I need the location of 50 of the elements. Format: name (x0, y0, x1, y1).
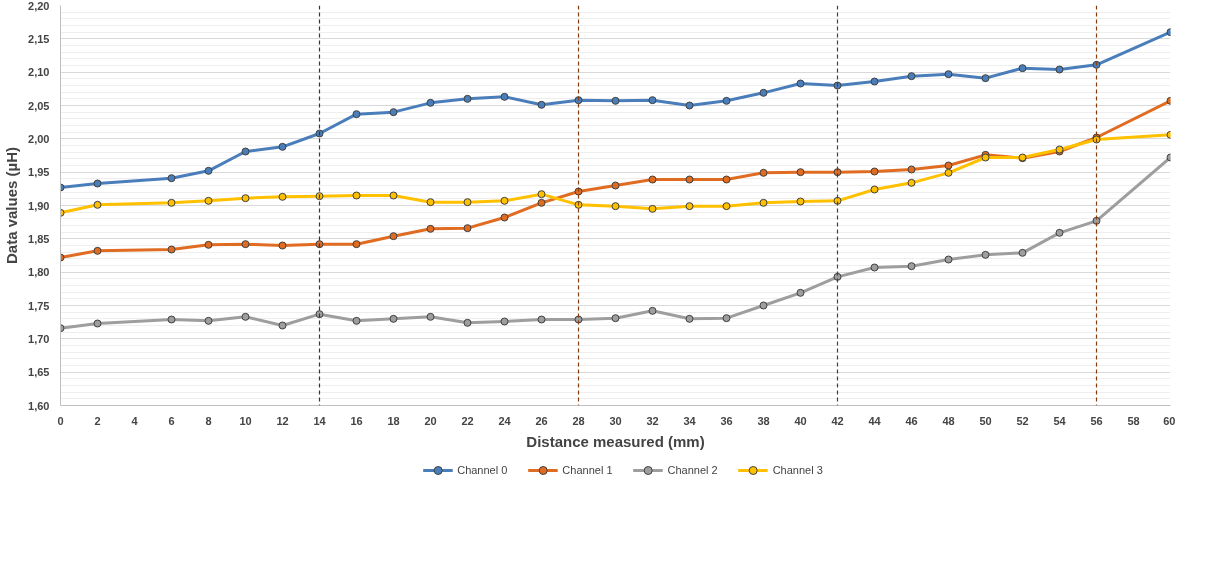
x-tick-label: 36 (720, 414, 733, 427)
y-tick-label: 1,80 (28, 266, 50, 279)
y-tick-label: 2,20 (28, 0, 50, 12)
x-tick-label: 38 (757, 414, 770, 427)
x-tick-label: 6 (168, 414, 175, 427)
y-axis-title: Data values (µH) (3, 146, 21, 265)
legend-label: Channel 3 (772, 464, 823, 476)
y-tick-label: 1,90 (28, 199, 50, 212)
x-tick-label: 16 (350, 414, 363, 427)
x-tick-label: 12 (276, 414, 289, 427)
x-tick-label: 46 (905, 414, 918, 427)
y-tick-label: 2,10 (28, 66, 50, 79)
x-tick-label: 56 (1090, 414, 1103, 427)
x-tick-label: 32 (646, 414, 659, 427)
y-tick-label: 2,00 (28, 132, 50, 145)
x-tick-label: 52 (1016, 414, 1029, 427)
x-tick-label: 24 (498, 414, 512, 427)
x-tick-label: 18 (387, 414, 400, 427)
x-tick-label: 40 (794, 414, 807, 427)
x-tick-label: 10 (239, 414, 252, 427)
x-tick-label: 54 (1053, 414, 1067, 427)
x-tick-label: 2 (94, 414, 101, 427)
x-tick-label: 14 (313, 414, 327, 427)
x-tick-label: 30 (609, 414, 622, 427)
y-tick-label: 2,15 (28, 32, 50, 45)
x-tick-label: 20 (424, 414, 437, 427)
legend-label: Channel 0 (457, 464, 508, 476)
x-tick-label: 28 (572, 414, 585, 427)
x-axis-title: Distance measured (mm) (526, 432, 705, 450)
y-tick-label: 1,85 (28, 232, 50, 245)
legend-label: Channel 2 (667, 464, 718, 476)
x-tick-label: 60 (1163, 414, 1176, 427)
x-tick-label: 34 (683, 414, 697, 427)
x-tick-label: 0 (57, 414, 64, 427)
x-tick-label: 26 (535, 414, 548, 427)
y-tick-label: 1,65 (28, 366, 50, 379)
y-tick-label: 1,70 (28, 332, 50, 345)
x-tick-label: 50 (979, 414, 992, 427)
y-tick-label: 1,60 (28, 399, 50, 412)
y-tick-label: 1,95 (28, 166, 50, 179)
legend-label: Channel 1 (562, 464, 613, 476)
x-tick-label: 44 (868, 414, 882, 427)
x-tick-label: 4 (131, 414, 139, 427)
x-tick-label: 58 (1127, 414, 1140, 427)
x-tick-label: 42 (831, 414, 844, 427)
y-tick-label: 1,75 (28, 299, 50, 312)
x-tick-label: 48 (942, 414, 955, 427)
y-tick-label: 2,05 (28, 99, 50, 112)
x-tick-label: 22 (461, 414, 474, 427)
x-tick-label: 8 (205, 414, 212, 427)
